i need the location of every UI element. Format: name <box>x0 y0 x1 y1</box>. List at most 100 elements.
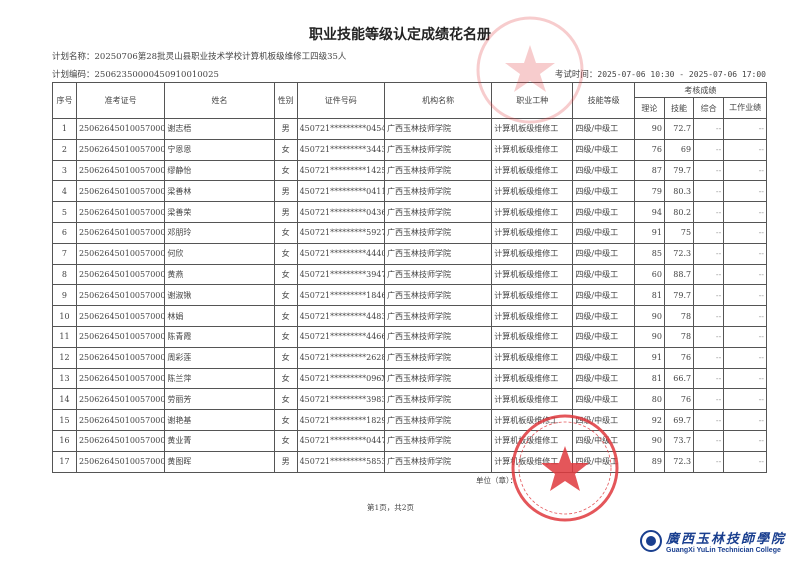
table-row: 152506264501005700015谢艳基女450721*********… <box>52 409 767 431</box>
cell-org: 广西玉林技师学院 <box>383 367 493 390</box>
cell-theory: 81 <box>633 284 665 307</box>
cell-gender: 女 <box>273 221 298 244</box>
cell-overall: -- <box>693 242 725 265</box>
cell-name: 谢艳基 <box>164 409 275 431</box>
cell-theory: 87 <box>633 159 665 182</box>
exam-time-label: 考试时间： <box>554 70 598 80</box>
cell-work: -- <box>723 180 767 203</box>
table-row: 92506264501005700009谢淑锹女450721*********1… <box>52 284 767 307</box>
cell-skill: 72.3 <box>663 450 695 473</box>
cell-name: 梁善荣 <box>164 201 275 223</box>
cell-name: 宁恩恩 <box>164 138 275 161</box>
cell-gender: 女 <box>273 367 298 390</box>
cell-id-number: 450721*********1829 <box>296 409 386 431</box>
cell-name: 邓朋玲 <box>164 221 275 244</box>
cell-work: -- <box>723 284 767 307</box>
table-row: 32506264501005700003缪静怡女450721*********1… <box>52 159 767 182</box>
cell-ticket: 2506264501005700016 <box>75 429 166 452</box>
cell-name: 谢志梧 <box>164 118 275 140</box>
cell-overall: -- <box>693 284 725 307</box>
plan-code-label: 计划编码： <box>52 70 95 80</box>
cell-skill: 80.2 <box>663 201 695 223</box>
cell-work: -- <box>723 367 767 390</box>
cell-gender: 女 <box>273 242 298 265</box>
cell-id-number: 450721*********5927 <box>296 221 386 244</box>
cell-level: 四级/中级工 <box>572 284 635 307</box>
page-title: 职业技能等级认定成绩花名册 <box>309 27 491 43</box>
college-emblem-icon <box>640 530 662 552</box>
header-scores: 考核成绩 <box>633 82 768 98</box>
cell-id-number: 450721*********3983 <box>296 388 386 411</box>
plan-name: 计划名称：20250706第28批灵山县职业技术学校计算机板级维修工四级35人 <box>52 50 346 62</box>
cell-ticket: 2506264501005700015 <box>75 409 166 431</box>
cell-level: 四级/中级工 <box>572 409 635 431</box>
cell-job: 计算机板级维修工 <box>491 242 574 265</box>
cell-id-number: 450721*********096X <box>296 367 386 390</box>
cell-org: 广西玉林技师学院 <box>383 305 493 327</box>
cell-overall: -- <box>693 159 725 182</box>
cell-no: 15 <box>52 409 77 431</box>
cell-name: 黄图晖 <box>164 450 275 473</box>
cell-id-number: 450721*********5853 <box>296 450 386 473</box>
cell-work: -- <box>723 305 767 327</box>
cell-level: 四级/中级工 <box>572 367 635 390</box>
cell-job: 计算机板级维修工 <box>491 388 574 411</box>
cell-org: 广西玉林技师学院 <box>383 201 493 223</box>
cell-work: -- <box>723 409 767 431</box>
header-skill: 技能 <box>663 97 695 119</box>
cell-ticket: 2506264501005700003 <box>75 159 166 182</box>
cell-gender: 女 <box>273 159 298 182</box>
cell-work: -- <box>723 138 767 161</box>
cell-work: -- <box>723 346 767 369</box>
cell-org: 广西玉林技师学院 <box>383 429 493 452</box>
cell-no: 4 <box>52 180 77 203</box>
cell-org: 广西玉林技师学院 <box>383 284 493 307</box>
cell-org: 广西玉林技师学院 <box>383 138 493 161</box>
table-row: 112506264501005700011陈青霞女450721*********… <box>52 325 767 348</box>
cell-skill: 72.3 <box>663 242 695 265</box>
cell-no: 7 <box>52 242 77 265</box>
cell-no: 3 <box>52 159 77 182</box>
cell-ticket: 2506264501005700017 <box>75 450 166 473</box>
table-body: 12506264501005700001谢志梧男450721*********0… <box>52 118 767 473</box>
table-row: 82506264501005700008黄燕女450721*********39… <box>52 263 767 286</box>
cell-theory: 81 <box>633 367 665 390</box>
cell-theory: 76 <box>633 138 665 161</box>
header-gender: 性别 <box>273 82 298 119</box>
cell-ticket: 2506264501005700010 <box>75 305 166 327</box>
logo-cn: 廣西玉林技師學院 <box>666 532 787 547</box>
cell-ticket: 2506264501005700005 <box>75 201 166 223</box>
cell-skill: 73.7 <box>663 429 695 452</box>
cell-job: 计算机板级维修工 <box>491 346 574 369</box>
cell-job: 计算机板级维修工 <box>491 118 574 140</box>
cell-overall: -- <box>693 263 725 286</box>
header-job: 职业工种 <box>491 82 574 119</box>
cell-level: 四级/中级工 <box>572 429 635 452</box>
cell-level: 四级/中级工 <box>572 221 635 244</box>
table-row: 12506264501005700001谢志梧男450721*********0… <box>52 118 767 140</box>
cell-no: 14 <box>52 388 77 411</box>
cell-id-number: 450721*********3947 <box>296 263 386 286</box>
cell-work: -- <box>723 325 767 348</box>
cell-work: -- <box>723 429 767 452</box>
cell-work: -- <box>723 201 767 223</box>
cell-org: 广西玉林技师学院 <box>383 159 493 182</box>
table-row: 62506264501005700006邓朋玲女450721*********5… <box>52 221 767 244</box>
cell-work: -- <box>723 263 767 286</box>
cell-skill: 72.7 <box>663 118 695 140</box>
cell-gender: 女 <box>273 429 298 452</box>
header-theory: 理论 <box>633 97 665 119</box>
table-row: 132506264501005700013陈兰萍女450721*********… <box>52 367 767 390</box>
cell-no: 5 <box>52 201 77 223</box>
header-work: 工作业绩 <box>723 97 767 119</box>
cell-org: 广西玉林技师学院 <box>383 450 493 473</box>
cell-gender: 女 <box>273 305 298 327</box>
cell-theory: 90 <box>633 325 665 348</box>
cell-skill: 88.7 <box>663 263 695 286</box>
table-row: 102506264501005700010林娟女450721*********4… <box>52 305 767 327</box>
cell-overall: -- <box>693 429 725 452</box>
cell-gender: 女 <box>273 325 298 348</box>
cell-id-number: 450721*********0454 <box>296 118 386 140</box>
cell-job: 计算机板级维修工 <box>491 138 574 161</box>
header-no: 序号 <box>52 82 77 119</box>
